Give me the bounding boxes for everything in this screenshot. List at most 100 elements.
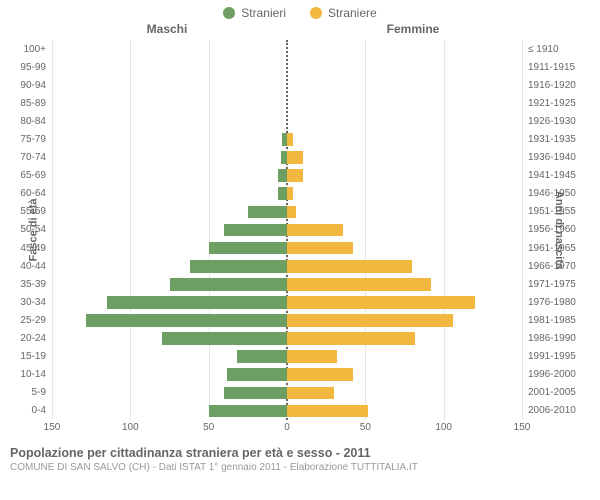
birth-year-label: 2001-2005 <box>522 387 594 398</box>
bar-pair <box>52 224 522 237</box>
chart-area: Fasce di età Anni di nascita 100+≤ 19109… <box>0 40 600 420</box>
bar-female <box>287 206 296 219</box>
x-tick-label: 100 <box>122 422 139 433</box>
birth-year-label: 1926-1930 <box>522 116 594 127</box>
age-label: 55-59 <box>6 206 52 217</box>
bar-female <box>287 405 368 418</box>
bar-female <box>287 224 343 237</box>
bar-female <box>287 187 293 200</box>
age-label: 95-99 <box>6 62 52 73</box>
legend-swatch-male <box>223 7 235 19</box>
x-tick-label: 0 <box>284 422 290 433</box>
birth-year-label: 2006-2010 <box>522 405 594 416</box>
birth-year-label: 1996-2000 <box>522 369 594 380</box>
pyramid-row: 15-191991-1995 <box>52 348 522 366</box>
pyramid-row: 50-541956-1960 <box>52 221 522 239</box>
bar-male <box>224 224 287 237</box>
birth-year-label: 1986-1990 <box>522 333 594 344</box>
birth-year-label: 1916-1920 <box>522 80 594 91</box>
bar-pair <box>52 314 522 327</box>
bar-pair <box>52 133 522 146</box>
age-label: 40-44 <box>6 261 52 272</box>
bar-female <box>287 151 303 164</box>
bar-pair <box>52 115 522 128</box>
pyramid-row: 55-591951-1955 <box>52 203 522 221</box>
legend-item-female: Straniere <box>310 6 377 20</box>
age-label: 20-24 <box>6 333 52 344</box>
x-axis: 15010050050100150 <box>52 422 522 438</box>
age-label: 0-4 <box>6 405 52 416</box>
bar-male <box>278 169 287 182</box>
pyramid-row: 80-841926-1930 <box>52 112 522 130</box>
age-label: 100+ <box>6 44 52 55</box>
bar-pair <box>52 260 522 273</box>
legend-swatch-female <box>310 7 322 19</box>
pyramid-row: 95-991911-1915 <box>52 58 522 76</box>
birth-year-label: 1931-1935 <box>522 134 594 145</box>
chart-footer: Popolazione per cittadinanza straniera p… <box>0 438 600 473</box>
pyramid-row: 75-791931-1935 <box>52 130 522 148</box>
age-label: 5-9 <box>6 387 52 398</box>
birth-year-label: 1921-1925 <box>522 98 594 109</box>
x-tick-label: 150 <box>44 422 61 433</box>
birth-year-label: 1961-1965 <box>522 243 594 254</box>
bar-male <box>209 405 287 418</box>
bar-female <box>287 242 353 255</box>
bar-pair <box>52 242 522 255</box>
bar-pair <box>52 43 522 56</box>
pyramid-row: 65-691941-1945 <box>52 167 522 185</box>
bar-male <box>209 242 287 255</box>
age-label: 90-94 <box>6 80 52 91</box>
birth-year-label: 1946-1950 <box>522 188 594 199</box>
pyramid-row: 0-42006-2010 <box>52 402 522 420</box>
legend-label-male: Stranieri <box>241 6 286 20</box>
birth-year-label: ≤ 1910 <box>522 44 594 55</box>
bar-female <box>287 332 415 345</box>
bar-male <box>227 368 287 381</box>
legend: Stranieri Straniere <box>0 0 600 22</box>
pyramid-row: 90-941916-1920 <box>52 76 522 94</box>
bar-male <box>237 350 287 363</box>
pyramid-row: 85-891921-1925 <box>52 94 522 112</box>
age-label: 10-14 <box>6 369 52 380</box>
age-label: 85-89 <box>6 98 52 109</box>
bar-pair <box>52 278 522 291</box>
bar-pair <box>52 350 522 363</box>
pyramid-row: 20-241986-1990 <box>52 330 522 348</box>
age-label: 75-79 <box>6 134 52 145</box>
birth-year-label: 1911-1915 <box>522 62 594 73</box>
age-label: 30-34 <box>6 297 52 308</box>
birth-year-label: 1976-1980 <box>522 297 594 308</box>
bar-pair <box>52 151 522 164</box>
bar-pair <box>52 296 522 309</box>
pyramid-row: 40-441966-1970 <box>52 257 522 275</box>
footer-title: Popolazione per cittadinanza straniera p… <box>10 446 590 460</box>
bar-male <box>107 296 287 309</box>
bar-pair <box>52 97 522 110</box>
bar-female <box>287 169 303 182</box>
bar-pair <box>52 368 522 381</box>
plot-area: 100+≤ 191095-991911-191590-941916-192085… <box>52 40 522 420</box>
birth-year-label: 1951-1955 <box>522 206 594 217</box>
x-tick-label: 150 <box>514 422 531 433</box>
bar-female <box>287 314 453 327</box>
pyramid-row: 60-641946-1950 <box>52 185 522 203</box>
age-label: 65-69 <box>6 170 52 181</box>
bar-male <box>162 332 287 345</box>
bar-female <box>287 260 412 273</box>
bar-male <box>248 206 287 219</box>
bar-pair <box>52 387 522 400</box>
bar-female <box>287 350 337 363</box>
x-tick-label: 100 <box>435 422 452 433</box>
bar-male <box>190 260 287 273</box>
bar-female <box>287 133 293 146</box>
age-label: 50-54 <box>6 224 52 235</box>
x-tick-label: 50 <box>203 422 214 433</box>
column-header-right: Femmine <box>290 22 600 36</box>
birth-year-label: 1981-1985 <box>522 315 594 326</box>
bar-pair <box>52 187 522 200</box>
bar-female <box>287 278 431 291</box>
bar-pair <box>52 169 522 182</box>
bar-rows: 100+≤ 191095-991911-191590-941916-192085… <box>52 40 522 420</box>
pyramid-row: 45-491961-1965 <box>52 239 522 257</box>
